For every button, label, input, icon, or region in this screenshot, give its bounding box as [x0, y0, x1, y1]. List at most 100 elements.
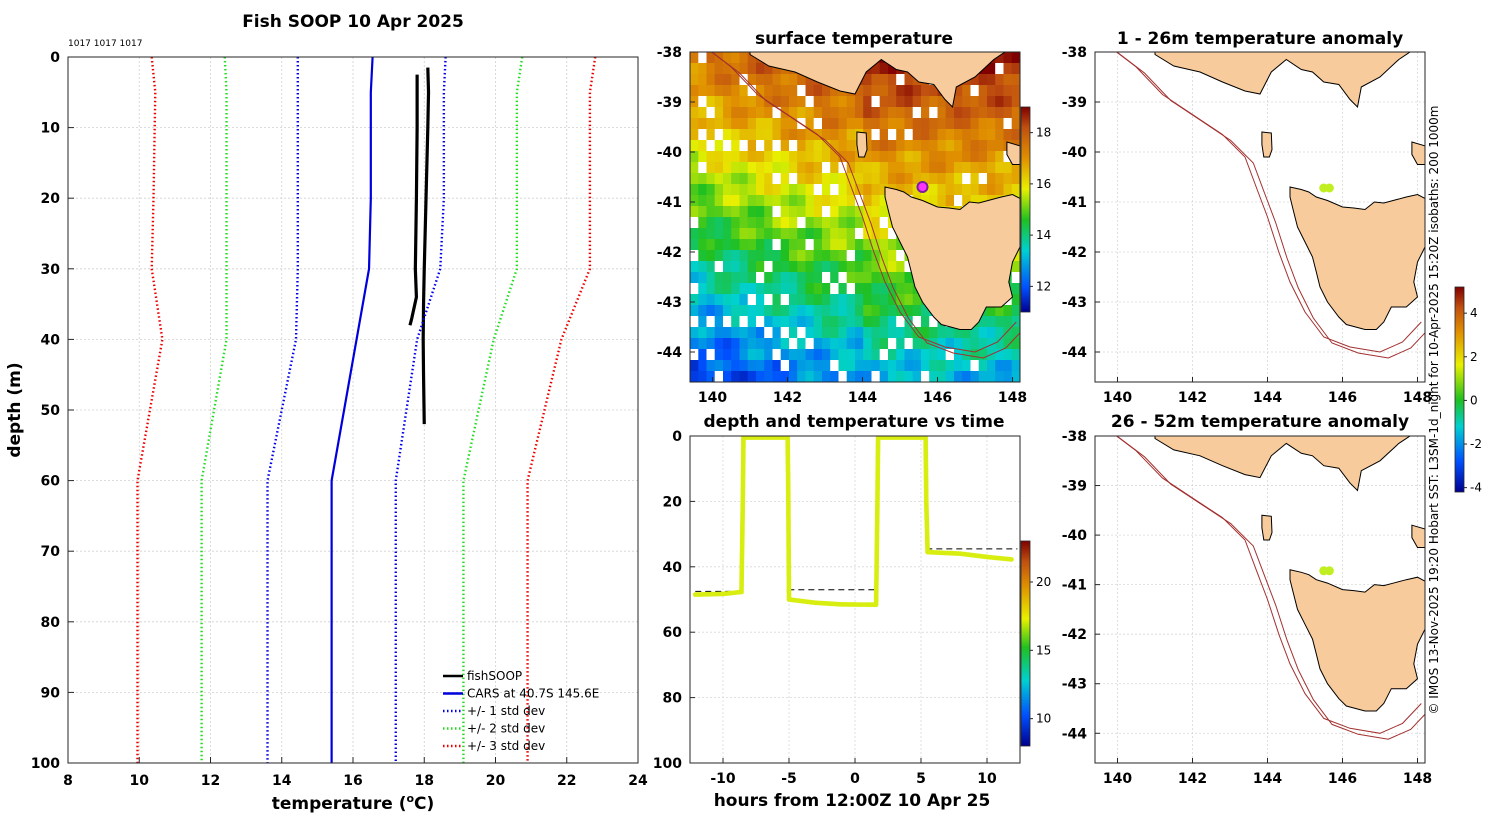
sst-cell: [846, 184, 856, 196]
sst-cell: [772, 261, 782, 273]
sst-cell: [830, 96, 839, 108]
sst-cell: [838, 228, 848, 240]
sst-cell: [929, 360, 938, 372]
sst-cell: [937, 184, 947, 196]
sst-cell: [1020, 327, 1029, 339]
sst-cell: [822, 382, 831, 394]
sst-cell: [813, 173, 823, 185]
anom-lower-y-tick-label: -43: [1062, 677, 1087, 693]
sst-cell: [879, 206, 889, 218]
sst-cell: [830, 85, 839, 97]
sst-cell: [714, 107, 724, 119]
sst-cell: [780, 360, 790, 372]
sst-cell: [863, 129, 872, 141]
sst-cell: [748, 382, 757, 394]
sst-cell: [995, 52, 1004, 64]
sst-cell: [896, 294, 905, 306]
sst-map-x-tick-label: 144: [848, 390, 877, 406]
sst-cell: [813, 272, 823, 284]
sst-cell: [690, 85, 699, 97]
sst-cell: [830, 338, 839, 350]
sst-cell: [756, 272, 765, 284]
sst-cell: [772, 140, 782, 152]
sst-cell: [846, 294, 856, 306]
sst-cell: [945, 195, 955, 207]
sst-cell: [723, 140, 732, 152]
sst-cell: [764, 173, 773, 185]
sst-cell: [731, 327, 740, 339]
sst-cell: [921, 118, 930, 130]
sst-cell: [772, 239, 782, 251]
sst-cell: [863, 371, 872, 382]
sst-cell: [945, 107, 955, 119]
sst-cell: [789, 184, 798, 196]
sst-cell: [896, 272, 905, 284]
sst-cell: [772, 184, 782, 196]
sst-cell: [805, 294, 815, 306]
sst-cell: [698, 173, 708, 185]
sst-cell: [846, 239, 856, 251]
sst-cell: [995, 305, 1004, 317]
anom-lower-track-marker: [1324, 566, 1334, 576]
sst-cell: [764, 140, 773, 152]
sst-cell: [780, 85, 790, 97]
main-title: Fish SOOP 10 Apr 2025: [242, 12, 464, 32]
sst-cell: [896, 349, 905, 361]
sst-cell: [879, 316, 889, 328]
sst-cell: [846, 140, 856, 152]
sst-cell: [871, 85, 881, 97]
sst-cell: [797, 349, 806, 361]
profile-series-line: [136, 57, 164, 763]
sst-cell: [706, 129, 716, 141]
sst-cell: [756, 74, 765, 86]
sst-cell: [846, 217, 856, 229]
sst-cell: [789, 129, 798, 141]
sst-cell: [780, 173, 790, 185]
sst-cell: [921, 327, 930, 339]
sst-cell: [896, 316, 905, 328]
sst-cell: [838, 162, 848, 174]
sst-cell: [921, 162, 930, 174]
sst-cell: [764, 338, 773, 350]
profile-y-tick-label: 90: [41, 685, 61, 701]
sst-cell: [846, 228, 856, 240]
profile-x-tick-label: 16: [343, 773, 362, 789]
profile-y-tick-label: 60: [41, 474, 61, 490]
sst-cell: [797, 338, 806, 350]
sst-cell: [904, 261, 914, 273]
sst-cell: [888, 107, 897, 119]
sst-cell: [830, 349, 839, 361]
sst-cell: [929, 195, 938, 207]
sst-cell: [772, 96, 782, 108]
sst-cell: [912, 173, 922, 185]
sst-cell: [846, 316, 856, 328]
sst-cell: [921, 316, 930, 328]
anom-upper-y-tick-label: -44: [1062, 345, 1088, 361]
sst-cell: [1003, 63, 1013, 75]
sst-cell: [863, 184, 872, 196]
sst-cell: [764, 85, 773, 97]
sst-cell: [912, 184, 922, 196]
copyright-credit: © IMOS 13-Nov-2025 19:20 Hobart SST: L3S…: [1427, 105, 1441, 714]
isobath-1000m: [1117, 52, 1425, 359]
sst-cell: [838, 173, 848, 185]
sst-cell: [731, 261, 740, 273]
sst-map-x-tick-label: 146: [923, 390, 952, 406]
sst-cell: [1011, 294, 1020, 306]
sst-cell: [789, 261, 798, 273]
sst-cell: [764, 162, 773, 174]
sst-cell: [962, 195, 971, 207]
sst-cell: [879, 96, 889, 108]
sst-cell: [698, 63, 708, 75]
sst-cell: [863, 195, 872, 207]
sst-cell: [846, 283, 856, 295]
sst-cell: [970, 118, 980, 130]
sst-cell: [813, 85, 823, 97]
sst-cell: [698, 338, 708, 350]
sst-cell: [855, 371, 864, 382]
sst-cell: [822, 118, 831, 130]
sst-cell: [739, 206, 749, 218]
sst-cell: [830, 382, 839, 394]
sst-cell: [830, 371, 839, 382]
sst-cell: [879, 195, 889, 207]
